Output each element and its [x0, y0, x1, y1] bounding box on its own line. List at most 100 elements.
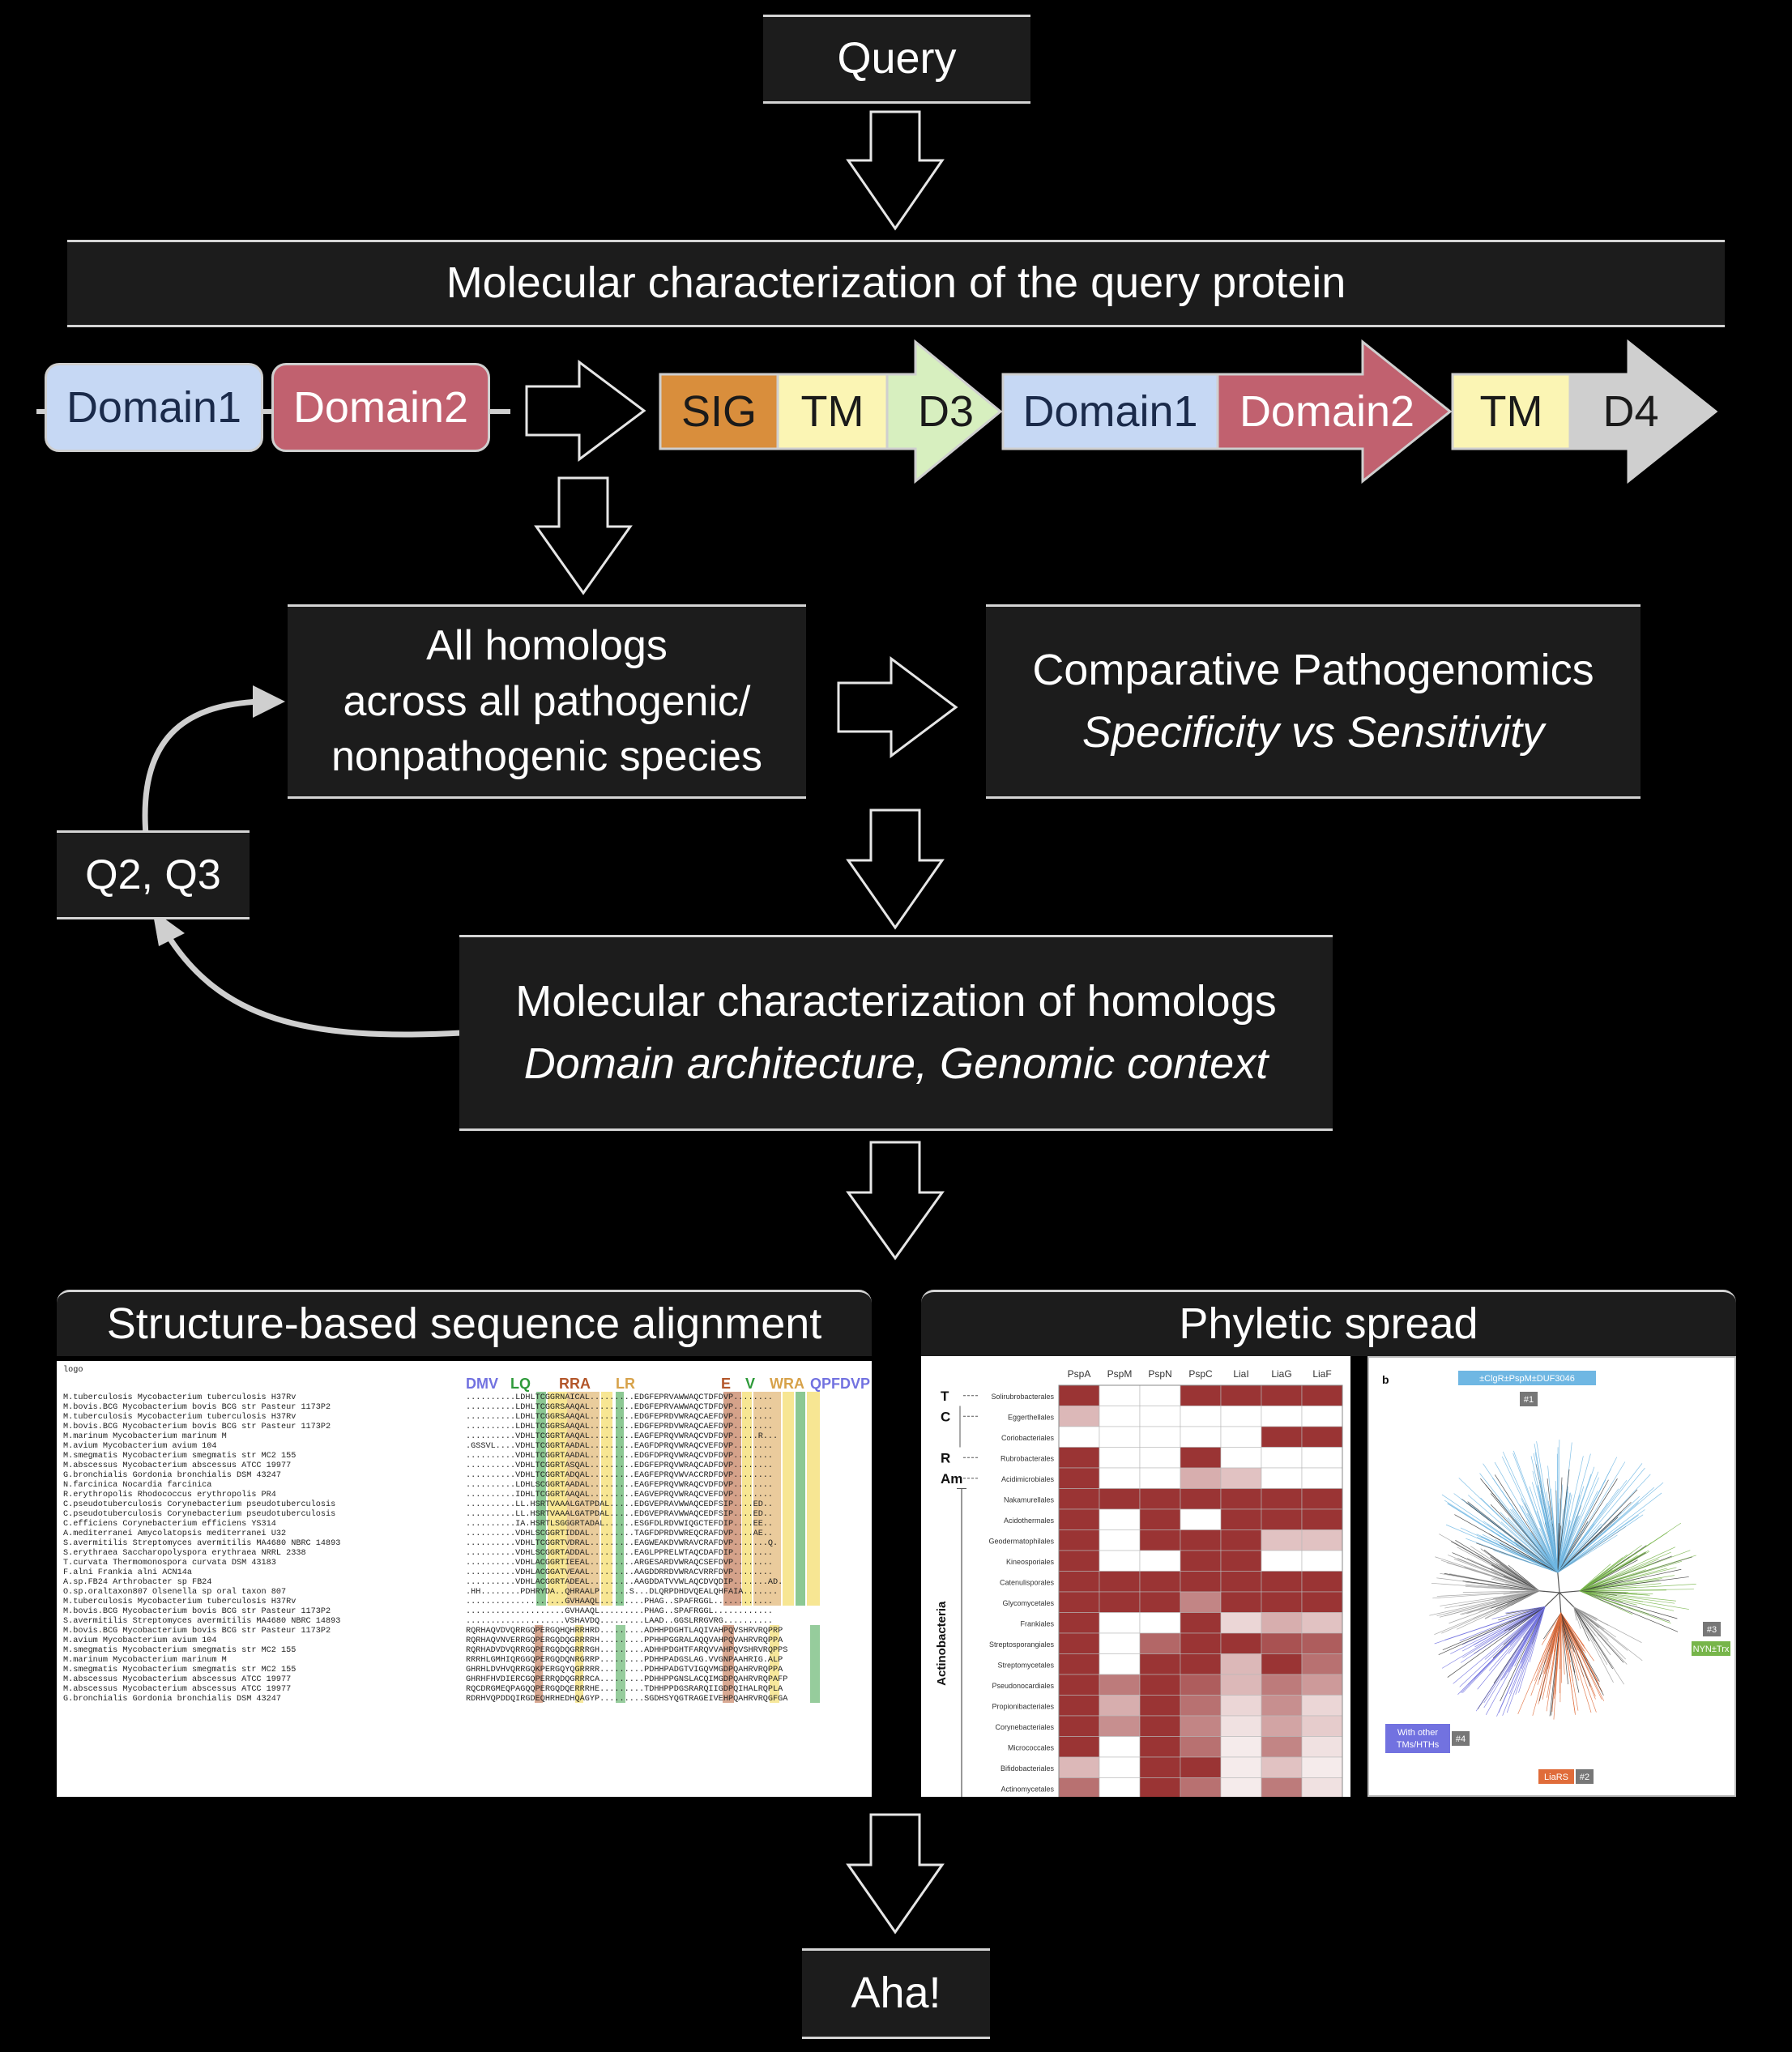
tree-leaf-branch	[1579, 1590, 1633, 1615]
mol-homologs-label: Molecular characterization of homologs	[515, 976, 1277, 1026]
heatmap-cell	[1301, 1447, 1343, 1469]
tree-branch	[1559, 1592, 1575, 1608]
tree-leaf-branch	[1447, 1606, 1546, 1678]
tree-leaf-branch	[1557, 1467, 1645, 1573]
heatmap-cell	[1058, 1591, 1100, 1613]
tree-panel-label: b	[1382, 1373, 1389, 1386]
alignment-row-sequence: ..........VDHLTCGGRTADQAL.........EAGFEP…	[466, 1471, 774, 1480]
query-label: Query	[837, 34, 957, 83]
heatmap-cell	[1058, 1612, 1100, 1634]
alignment-conserved-column	[723, 1392, 741, 1606]
heatmap-cell	[1261, 1695, 1303, 1717]
alignment-conserved-column	[535, 1625, 543, 1703]
gene-arrow-1	[659, 339, 1003, 484]
tree-leaf-branch	[1461, 1606, 1546, 1652]
tree-leaf-branch	[1548, 1528, 1559, 1573]
feedback-curve	[142, 698, 260, 835]
tree-leaf-branch	[1557, 1478, 1618, 1573]
tree-leaf-branch	[1550, 1612, 1562, 1685]
heatmap-cell	[1139, 1653, 1181, 1675]
heatmap-cell	[1058, 1632, 1100, 1654]
tree-leaf-branch	[1551, 1520, 1559, 1573]
tree-leaf-branch	[1525, 1521, 1559, 1573]
alignment-row-sequence: ..........VDHLTCGGRTVDRAL.........EAGWEA…	[466, 1539, 779, 1548]
heatmap-cell	[1139, 1488, 1181, 1510]
heatmap-cell	[1301, 1777, 1343, 1797]
tree-leaf-branch	[1467, 1606, 1546, 1685]
tree-leaf-branch	[1474, 1606, 1546, 1648]
tree-leaf-branch	[1579, 1590, 1679, 1632]
heatmap-cell	[1220, 1467, 1262, 1489]
tree-leaf-branch	[1466, 1590, 1540, 1615]
heatmap-cell	[1058, 1695, 1100, 1717]
gene-segment-domain1	[1001, 373, 1219, 450]
down-arrow-icon	[846, 110, 945, 231]
tree-leaf-branch	[1557, 1523, 1559, 1573]
alignment-row-sequence: ....................GVHAAQL.........PHAG…	[466, 1607, 774, 1616]
alignment-row-sequence: RRRHLGMHIQRGGQPERGQDQNRGRRP.........PDHH…	[466, 1656, 783, 1665]
tree-leaf-branch	[1579, 1545, 1642, 1592]
alignment-row-sequence: ..........IDHLTCGGRTAAQAL.........EAGVEP…	[466, 1491, 774, 1500]
heatmap-cell	[1099, 1384, 1141, 1406]
taxon-group-label: T	[941, 1389, 949, 1404]
tree-leaf-branch	[1560, 1612, 1568, 1655]
heatmap-row-label: Glycomycetales	[1002, 1599, 1054, 1607]
heatmap-row-label: Rubrobacterales	[1001, 1454, 1055, 1462]
heatmap-cell	[1220, 1695, 1262, 1717]
heatmap-cell	[1261, 1467, 1303, 1489]
heatmap-cell	[1301, 1426, 1343, 1448]
alignment-row-sequence: GHRHLDVHVQRRGQKPERGQYQGRRRR.........PDHH…	[466, 1666, 783, 1674]
tree-leaf-branch	[1573, 1606, 1614, 1683]
tree-leaf-branch	[1579, 1559, 1638, 1592]
tree-leaf-branch	[1579, 1590, 1675, 1604]
logo-letter: V	[745, 1376, 755, 1392]
phylogenetic-tree: b ±ClgR±PspM±DUF3046 #1 #3 NYN±Trx LiaRS #2 Wit…	[1369, 1358, 1734, 1795]
tree-leaf-branch	[1438, 1606, 1546, 1655]
logo-letter: QPFDVP	[810, 1376, 870, 1392]
logo-letter: RRA	[559, 1376, 591, 1392]
heatmap-cell	[1301, 1653, 1343, 1675]
tree-leaf-branch	[1557, 1523, 1602, 1573]
tree-leaf-branch	[1579, 1590, 1675, 1611]
heatmap-cell	[1139, 1529, 1181, 1551]
alignment-row-sequence: ..........IA.HSRTLSGGGRTADAL......ESGFDL…	[466, 1520, 774, 1529]
tree-leaf-branch	[1488, 1534, 1558, 1573]
heatmap-cell	[1180, 1508, 1222, 1530]
tree-leaf-branch	[1516, 1543, 1559, 1573]
alignment-panel: DMV LQ RRA LR E V WRA QPFDVP logo M.tuberculosi…	[57, 1361, 872, 1797]
alignment-row-sequence: ..........VDHLACGGRTADEAL.........AAGDDA…	[466, 1578, 783, 1587]
heatmap-cell	[1180, 1447, 1222, 1469]
tree-leaf-branch	[1557, 1514, 1644, 1573]
heatmap-row-label: Streptosporangiales	[989, 1640, 1055, 1649]
alignment-row-name: M.abscessus Mycobacterium abscessus ATCC…	[63, 1461, 292, 1470]
tree-leaf-branch	[1498, 1499, 1559, 1573]
alignment-row-name: C.efficiens Corynebacterium efficiens YS…	[63, 1520, 276, 1529]
tree-leaf-branch	[1559, 1612, 1562, 1657]
heatmap-column-label: LiaF	[1312, 1368, 1331, 1380]
tree-leaf-branch	[1494, 1590, 1540, 1610]
tree-leaf-branch	[1557, 1477, 1563, 1573]
clade-label-nyn: NYN±Trx	[1693, 1645, 1730, 1654]
alignment-row-sequence: ..........LDHLTCGGRNAICAL.........EDGFEP…	[466, 1393, 774, 1402]
tree-leaf-branch	[1573, 1606, 1597, 1621]
tree-leaf-branch	[1579, 1568, 1682, 1592]
heatmap-cell	[1220, 1571, 1262, 1593]
heatmap-cell	[1099, 1591, 1141, 1613]
phyletic-title: Phyletic spread	[1179, 1299, 1478, 1348]
tree-leaf-branch	[1447, 1503, 1559, 1573]
tree-leaf-branch	[1494, 1474, 1559, 1573]
heatmap-row-label: Kineosporiales	[1006, 1558, 1055, 1566]
tree-leaf-branch	[1468, 1495, 1559, 1573]
heatmap-cell	[1261, 1529, 1303, 1551]
heatmap-row-label: Acidothermales	[1004, 1517, 1055, 1525]
heatmap-row-label: Nakamurellales	[1004, 1495, 1055, 1504]
alignment-row-name: C.pseudotuberculosis Corynebacterium pse…	[63, 1510, 336, 1519]
logo-letter: DMV	[466, 1376, 498, 1392]
gene-segment-tm	[776, 373, 889, 450]
alignment-row-name: M.tuberculosis Mycobacterium tuberculosi…	[63, 1598, 297, 1606]
taxon-group-label: Am	[941, 1471, 962, 1487]
heatmap-cell	[1099, 1529, 1141, 1551]
phyletic-title-box: Phyletic spread	[921, 1290, 1736, 1356]
alignment-conserved-column	[601, 1392, 612, 1606]
tree-leaf-branch	[1542, 1612, 1562, 1674]
